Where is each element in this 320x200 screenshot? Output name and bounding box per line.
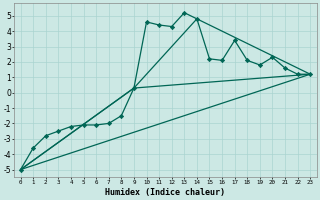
X-axis label: Humidex (Indice chaleur): Humidex (Indice chaleur) bbox=[105, 188, 225, 197]
